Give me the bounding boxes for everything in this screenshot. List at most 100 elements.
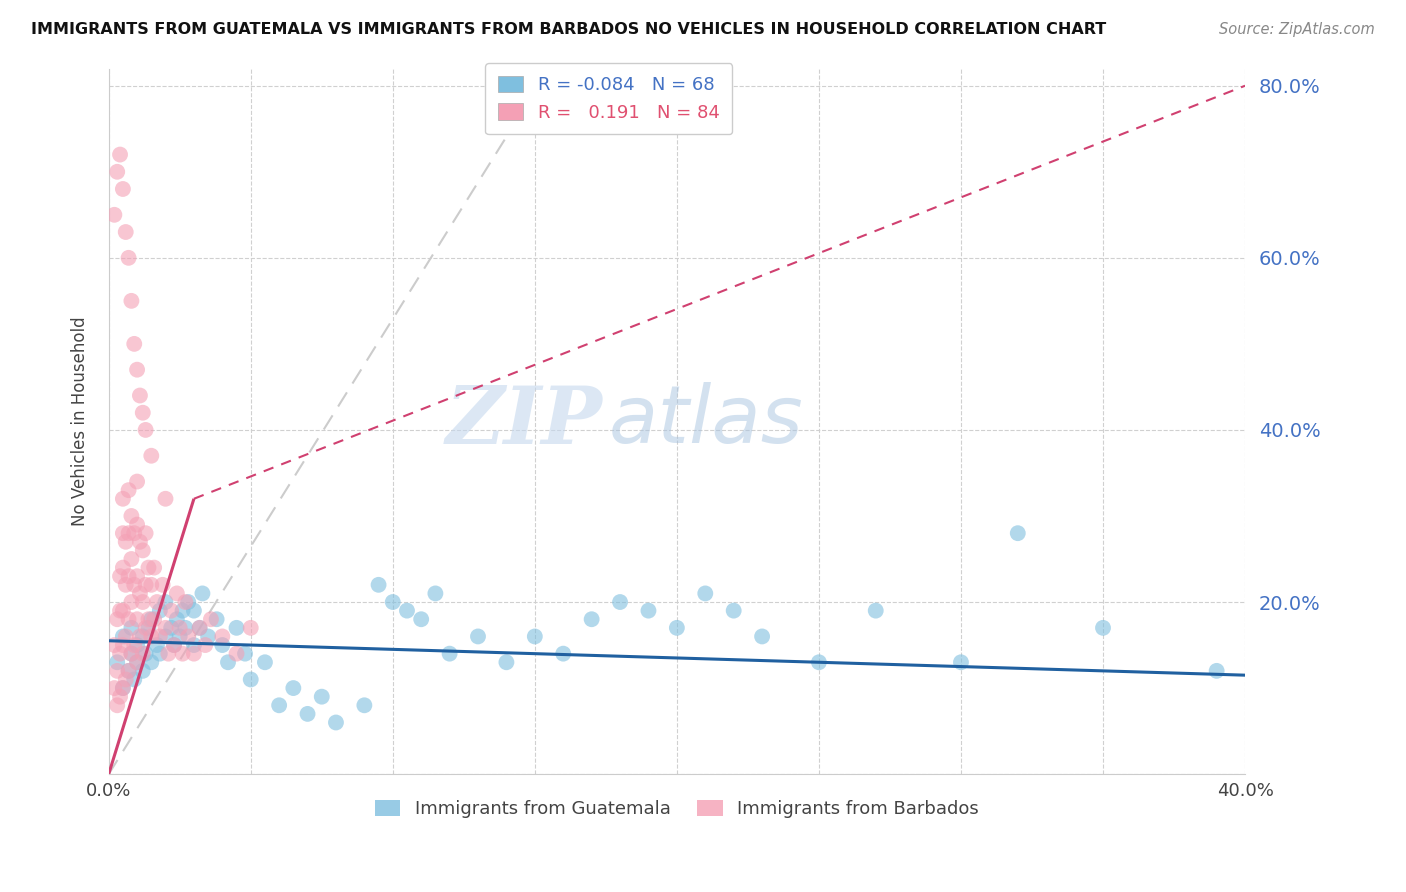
Point (183, 604, 205, 618)
Point (166, 586, 188, 600)
Point (353, 698, 375, 713)
Point (194, 638, 217, 652)
Point (581, 612, 603, 626)
Point (143, 612, 166, 626)
Point (122, 673, 145, 687)
Point (211, 630, 233, 644)
Point (117, 664, 139, 678)
Point (114, 225, 136, 239)
Point (105, 664, 128, 678)
Point (127, 517, 149, 532)
Point (166, 612, 188, 626)
Point (425, 586, 447, 600)
Point (609, 595, 631, 609)
Point (495, 655, 517, 669)
Point (111, 604, 134, 618)
Point (695, 586, 717, 600)
Point (523, 630, 546, 644)
Text: atlas: atlas (609, 383, 803, 460)
Point (665, 621, 688, 635)
Point (122, 578, 145, 592)
Point (132, 406, 155, 420)
Point (188, 621, 211, 635)
Point (122, 526, 145, 541)
Point (129, 630, 152, 644)
Point (174, 595, 197, 609)
Point (120, 508, 142, 523)
Point (172, 647, 194, 661)
Point (197, 630, 219, 644)
Point (117, 569, 139, 583)
Point (160, 604, 183, 618)
Point (105, 655, 128, 669)
Point (108, 569, 131, 583)
Point (111, 681, 134, 695)
Point (183, 647, 205, 661)
Point (135, 423, 157, 437)
Point (205, 612, 228, 626)
Point (381, 595, 404, 609)
Point (114, 630, 136, 644)
Point (120, 647, 142, 661)
Point (135, 621, 157, 635)
Point (120, 621, 142, 635)
Point (135, 578, 157, 592)
Text: IMMIGRANTS FROM GUATEMALA VS IMMIGRANTS FROM BARBADOS NO VEHICLES IN HOUSEHOLD C: IMMIGRANTS FROM GUATEMALA VS IMMIGRANTS … (31, 22, 1107, 37)
Point (105, 165, 128, 179)
Point (108, 690, 131, 704)
Point (141, 449, 163, 463)
Point (155, 630, 177, 644)
Point (122, 638, 145, 652)
Point (117, 483, 139, 498)
Point (117, 612, 139, 626)
Point (111, 638, 134, 652)
Point (152, 578, 174, 592)
Point (111, 491, 134, 506)
Point (111, 182, 134, 196)
Point (141, 612, 163, 626)
Point (169, 621, 191, 635)
Point (211, 638, 233, 652)
Point (127, 638, 149, 652)
Point (132, 664, 155, 678)
Point (233, 647, 256, 661)
Point (439, 647, 461, 661)
Point (120, 552, 142, 566)
Point (311, 690, 333, 704)
Point (163, 638, 186, 652)
Point (103, 208, 125, 222)
Point (111, 560, 134, 574)
Point (108, 147, 131, 161)
Point (141, 630, 163, 644)
Point (949, 655, 972, 669)
Point (129, 388, 152, 402)
Point (1205, 664, 1227, 678)
Text: Source: ZipAtlas.com: Source: ZipAtlas.com (1219, 22, 1375, 37)
Point (367, 578, 389, 592)
Point (723, 604, 745, 618)
Point (225, 647, 247, 661)
Point (297, 706, 319, 721)
Point (132, 595, 155, 609)
Point (155, 491, 177, 506)
Point (108, 604, 131, 618)
Point (129, 586, 152, 600)
Point (114, 534, 136, 549)
Point (105, 612, 128, 626)
Point (553, 647, 575, 661)
Point (751, 630, 773, 644)
Point (138, 621, 160, 635)
Point (103, 681, 125, 695)
Point (467, 630, 489, 644)
Point (127, 612, 149, 626)
Point (169, 630, 191, 644)
Point (217, 655, 239, 669)
Point (105, 698, 128, 713)
Point (135, 647, 157, 661)
Point (132, 543, 155, 558)
Point (129, 534, 152, 549)
Point (157, 647, 180, 661)
Point (120, 647, 142, 661)
Point (138, 560, 160, 574)
Point (155, 621, 177, 635)
